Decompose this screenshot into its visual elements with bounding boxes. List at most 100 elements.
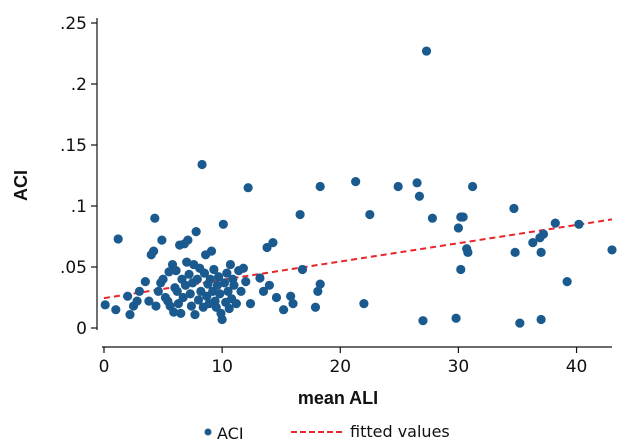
data-point-114 — [509, 203, 519, 214]
data-point-11 — [149, 246, 159, 256]
data-point-71 — [225, 259, 236, 270]
data-point-104 — [421, 46, 432, 56]
y-tick-label-2: .1 — [71, 197, 87, 217]
data-point-44 — [193, 295, 204, 305]
data-point-23 — [169, 307, 179, 317]
data-point-92 — [297, 264, 308, 275]
data-point-103 — [418, 316, 428, 326]
data-point-38 — [186, 301, 197, 311]
data-point-12 — [150, 213, 160, 223]
data-point-42 — [191, 227, 201, 237]
data-point-14 — [153, 286, 163, 296]
data-point-0 — [100, 300, 110, 310]
data-point-124 — [574, 219, 584, 229]
data-point-1 — [111, 305, 121, 315]
data-point-41 — [190, 309, 200, 320]
data-point-34 — [182, 257, 192, 267]
data-point-102 — [414, 191, 425, 201]
legend-label-fitted: fitted values — [350, 422, 450, 441]
x-tick-label-2: 20 — [329, 357, 351, 377]
data-point-83 — [258, 286, 269, 296]
data-point-74 — [229, 280, 239, 290]
legend-marker-aci — [204, 428, 212, 436]
data-point-109 — [456, 264, 466, 275]
data-point-60 — [212, 280, 223, 290]
data-point-79 — [241, 277, 251, 287]
data-point-81 — [245, 299, 256, 309]
data-point-4 — [125, 309, 135, 320]
data-point-105 — [427, 213, 438, 223]
data-point-96 — [315, 181, 325, 192]
data-point-123 — [562, 277, 572, 287]
data-point-85 — [264, 280, 274, 290]
data-point-61 — [213, 272, 224, 282]
data-point-125 — [607, 245, 617, 255]
data-point-70 — [224, 303, 234, 314]
data-point-16 — [157, 235, 167, 245]
data-point-3 — [123, 291, 133, 301]
data-point-91 — [295, 209, 305, 220]
data-point-36 — [184, 269, 194, 279]
data-point-90 — [288, 299, 298, 309]
data-point-29 — [176, 308, 186, 318]
x-tick-label-4: 40 — [566, 357, 588, 377]
y-tick-label-0: 0 — [76, 319, 87, 339]
data-point-9 — [144, 296, 154, 306]
data-point-25 — [171, 266, 181, 276]
data-point-99 — [365, 209, 375, 220]
data-point-93 — [310, 302, 321, 312]
data-point-26 — [172, 286, 182, 296]
data-point-47 — [197, 159, 207, 170]
x-tick-label-1: 10 — [211, 357, 233, 377]
data-point-101 — [412, 178, 422, 188]
axes: 0 .05 .1 .15 .2 .25 0 10 20 30 40 — [60, 14, 612, 377]
y-tick-label-3: .15 — [60, 136, 87, 156]
data-point-62 — [215, 289, 225, 299]
data-point-20 — [164, 267, 174, 277]
data-point-88 — [278, 305, 289, 315]
points-layer — [100, 46, 617, 328]
data-point-100 — [393, 181, 403, 192]
data-point-69 — [223, 286, 233, 296]
data-point-113 — [467, 181, 478, 192]
y-tick-label-5: .25 — [60, 14, 87, 34]
data-point-115 — [510, 247, 520, 257]
data-point-57 — [209, 264, 219, 275]
legend-label-aci: ACI — [217, 424, 244, 442]
data-point-119 — [536, 247, 546, 257]
data-point-112 — [463, 247, 473, 257]
data-point-106 — [451, 313, 461, 323]
data-point-8 — [140, 277, 150, 287]
data-point-2 — [113, 234, 123, 244]
data-point-87 — [271, 292, 282, 303]
data-point-43 — [192, 274, 202, 284]
data-point-110 — [458, 212, 468, 222]
data-point-94 — [313, 286, 323, 296]
data-point-80 — [243, 183, 253, 193]
data-point-107 — [453, 223, 464, 233]
data-point-37 — [185, 289, 195, 299]
data-point-95 — [315, 279, 325, 289]
data-point-98 — [359, 299, 369, 309]
data-point-66 — [219, 278, 230, 288]
fitted-line-layer — [103, 218, 613, 300]
data-point-33 — [180, 280, 191, 290]
data-point-31 — [178, 292, 188, 303]
y-axis-title: ACI — [11, 170, 31, 201]
data-point-17 — [158, 274, 168, 284]
data-point-77 — [236, 286, 246, 296]
data-point-121 — [538, 229, 549, 239]
data-point-49 — [199, 268, 210, 278]
data-point-78 — [238, 263, 249, 273]
data-point-6 — [132, 296, 142, 306]
x-axis-title: mean ALI — [298, 388, 378, 408]
data-point-54 — [205, 274, 215, 284]
y-tick-label-4: .2 — [71, 75, 87, 95]
fitted-values-line — [103, 218, 613, 300]
data-point-117 — [528, 238, 538, 248]
data-point-55 — [206, 246, 217, 256]
data-point-65 — [218, 219, 228, 229]
data-point-116 — [515, 318, 525, 328]
data-point-82 — [255, 273, 265, 283]
